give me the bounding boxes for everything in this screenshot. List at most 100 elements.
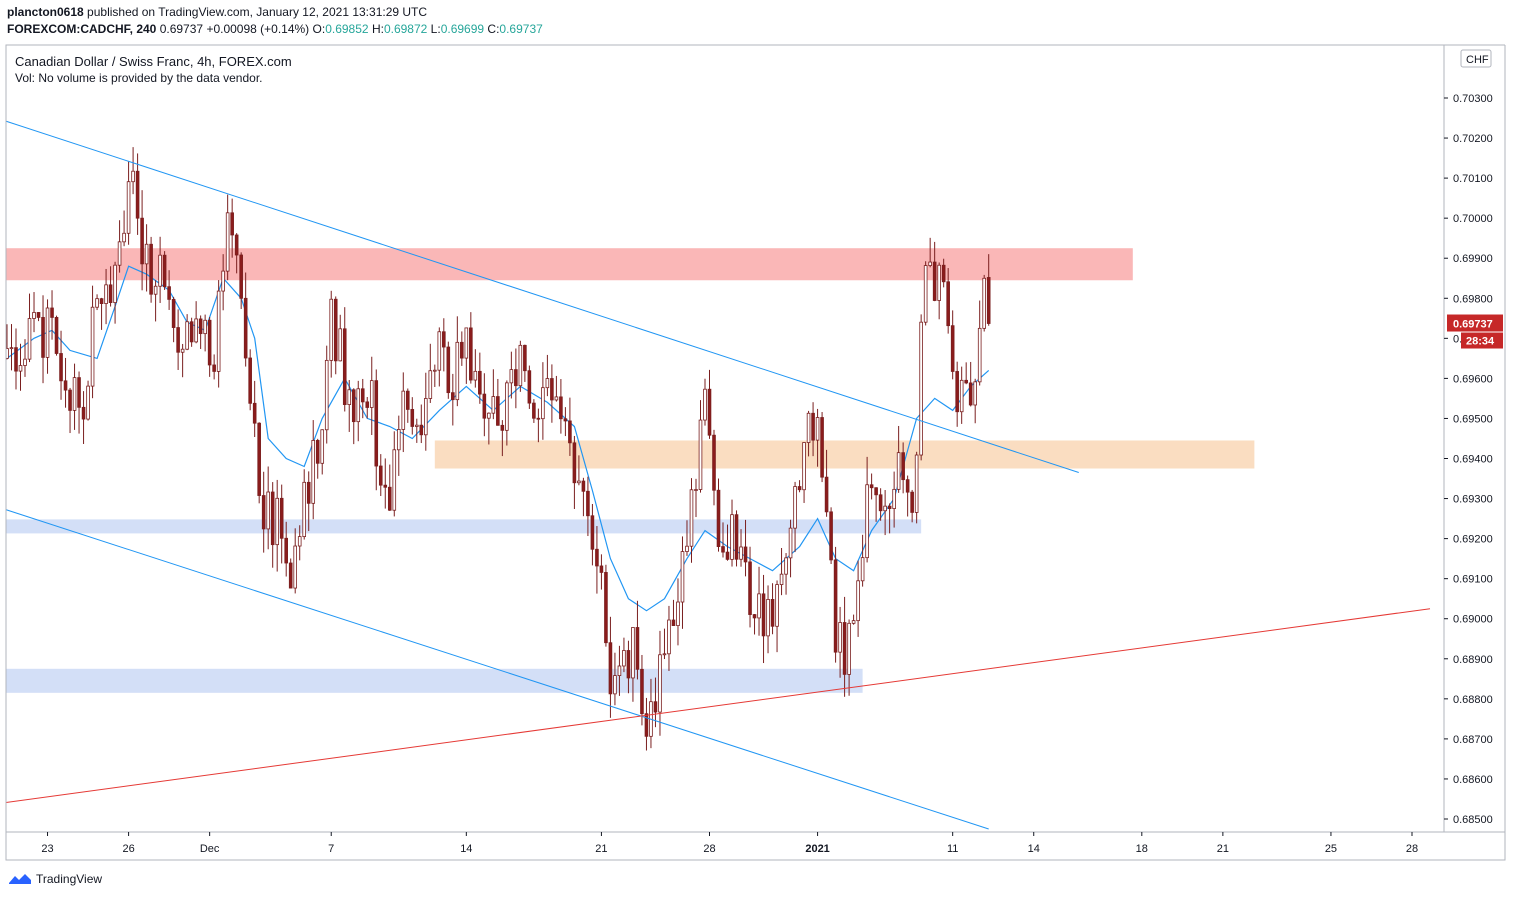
candle xyxy=(14,328,18,390)
candle-up xyxy=(32,312,36,319)
candle xyxy=(815,408,820,467)
candle xyxy=(793,481,797,553)
candle-down xyxy=(252,402,257,424)
open-value: 0.69852 xyxy=(325,22,369,36)
candle xyxy=(635,600,640,680)
candle-down xyxy=(469,327,473,381)
candle xyxy=(860,534,865,587)
candle-down xyxy=(829,511,833,561)
candle-down xyxy=(986,277,991,324)
candle-up xyxy=(90,306,95,387)
candle xyxy=(41,295,45,384)
candle-down xyxy=(946,281,950,327)
candle-down xyxy=(176,327,180,353)
candle-down xyxy=(378,465,383,486)
candle xyxy=(779,547,784,596)
candle xyxy=(608,616,613,718)
candle-up xyxy=(293,545,298,589)
candle-up xyxy=(739,546,743,560)
candle xyxy=(212,354,216,380)
candle-up xyxy=(914,454,919,513)
time-tick-label: 23 xyxy=(41,843,53,855)
candle-up xyxy=(928,261,932,266)
candle-up xyxy=(694,489,698,491)
time-axis[interactable]: 23 26 Dec 7 14 21 28 2021 11 14 18 21 25 28 xyxy=(41,832,1418,855)
candle xyxy=(721,522,725,558)
candle xyxy=(428,343,433,403)
candle-up xyxy=(72,377,77,411)
candle xyxy=(122,210,126,247)
last-value: 0.69737 xyxy=(159,22,204,36)
candle-down xyxy=(135,170,140,219)
candle xyxy=(604,564,608,647)
candle xyxy=(36,312,41,322)
candle xyxy=(451,373,455,426)
candle xyxy=(955,361,959,427)
candle-down xyxy=(36,312,41,318)
candle-down xyxy=(14,347,18,372)
candle xyxy=(455,316,460,407)
candle-up xyxy=(802,442,806,491)
candle-up xyxy=(806,412,811,443)
candle-down xyxy=(604,572,608,644)
candle xyxy=(153,280,158,322)
candle xyxy=(973,378,977,424)
candle xyxy=(626,640,631,694)
candle-up xyxy=(851,620,856,624)
candle xyxy=(905,475,910,517)
candle-up xyxy=(856,580,860,622)
candle-up xyxy=(896,452,901,490)
candle xyxy=(937,262,941,320)
candle xyxy=(640,654,644,726)
candle xyxy=(658,630,662,736)
candle xyxy=(595,526,599,594)
candle xyxy=(680,536,685,629)
candle-up xyxy=(518,344,523,387)
candle xyxy=(617,645,622,696)
candle xyxy=(964,362,968,385)
candle xyxy=(662,628,667,660)
candle xyxy=(99,297,104,330)
candle-up xyxy=(275,497,279,546)
trendline-2 xyxy=(6,608,1431,804)
candle xyxy=(473,349,478,388)
candle-down xyxy=(230,212,234,236)
candle-up xyxy=(545,378,550,389)
candle-down xyxy=(941,264,946,283)
candle-down xyxy=(63,380,68,391)
price-tick-label: 0.69000 xyxy=(1453,614,1493,626)
candle xyxy=(811,402,815,457)
close-label: C: xyxy=(487,22,500,36)
candle xyxy=(243,272,248,367)
candle-down xyxy=(599,565,604,573)
candle-up xyxy=(509,369,514,384)
candle-down xyxy=(374,380,379,467)
price-tick-label: 0.69100 xyxy=(1453,574,1493,586)
candle-down xyxy=(527,370,532,404)
time-tick-label: 2021 xyxy=(805,843,829,855)
candle-down xyxy=(734,514,739,560)
candle-down xyxy=(68,389,72,411)
candle-up xyxy=(937,264,941,301)
candle-up xyxy=(324,359,329,431)
candle xyxy=(923,261,928,326)
candle xyxy=(104,268,108,325)
footer-brand[interactable]: TradingView xyxy=(8,872,102,886)
candle-down xyxy=(198,318,203,335)
candle xyxy=(248,349,252,411)
candle-down xyxy=(387,486,392,511)
candle-down xyxy=(743,546,748,563)
candle xyxy=(95,294,99,311)
candle-down xyxy=(419,424,424,436)
candle-down xyxy=(644,713,649,737)
candle xyxy=(928,237,932,268)
candle-down xyxy=(707,388,712,436)
candle xyxy=(590,504,595,566)
currency-badge[interactable] xyxy=(1460,49,1492,68)
candle-down xyxy=(671,619,676,626)
candle xyxy=(230,198,234,258)
candle-up xyxy=(225,212,230,272)
price-axis[interactable]: 0.70300 0.70200 0.70100 0.70000 0.69900 0.698… xyxy=(1444,93,1493,826)
time-axis-border xyxy=(5,831,1506,861)
